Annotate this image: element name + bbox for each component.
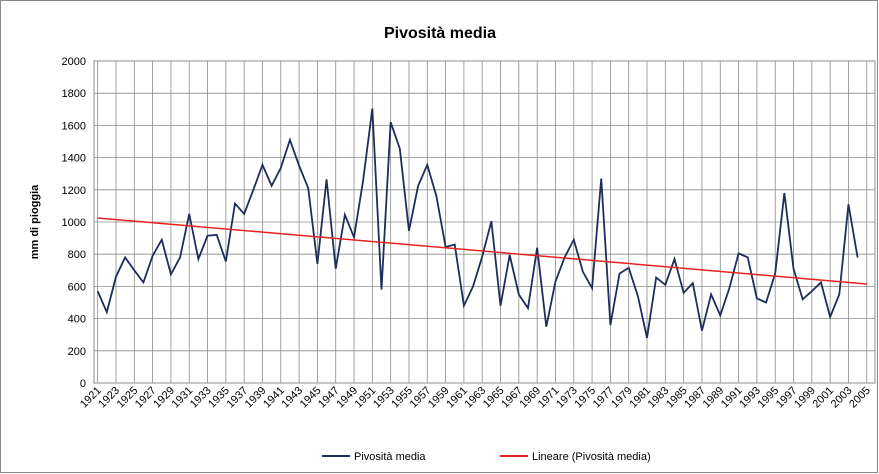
y-tick-label: 200 xyxy=(68,346,86,358)
legend-label: Lineare (Pivosità media) xyxy=(532,451,651,463)
y-tick-label: 600 xyxy=(68,281,86,293)
y-axis-label: mm di pioggia xyxy=(29,184,41,259)
plot-border xyxy=(93,60,876,384)
legend-label: Pivosità media xyxy=(354,451,426,463)
y-tick-label: 1200 xyxy=(62,185,86,197)
data-line xyxy=(96,108,859,339)
chart-title: Pivosità media xyxy=(384,25,496,42)
y-tick-label: 1600 xyxy=(62,120,86,132)
y-tick-label: 1800 xyxy=(62,88,86,100)
y-tick-label: 2000 xyxy=(62,56,86,68)
y-tick-label: 400 xyxy=(68,314,86,326)
y-tick-label: 800 xyxy=(68,249,86,261)
y-tick-label: 1000 xyxy=(62,217,86,229)
data-line xyxy=(97,217,867,285)
y-tick-label: 0 xyxy=(80,378,86,390)
y-tick-label: 1400 xyxy=(62,153,86,165)
